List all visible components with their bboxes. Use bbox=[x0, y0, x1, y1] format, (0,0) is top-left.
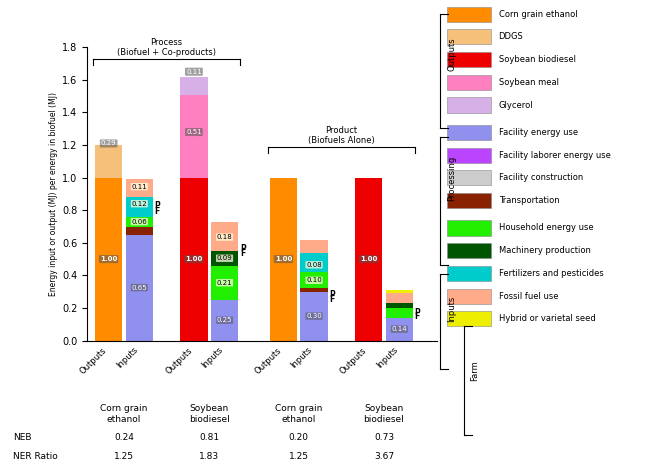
Bar bbox=[211, 251, 238, 266]
Text: Facility construction: Facility construction bbox=[499, 173, 583, 183]
Bar bbox=[300, 253, 328, 272]
Text: Soybean biodiesel: Soybean biodiesel bbox=[499, 55, 576, 64]
Bar bbox=[126, 235, 153, 341]
Text: P: P bbox=[415, 307, 421, 316]
Text: 1.83: 1.83 bbox=[199, 452, 219, 461]
Text: P: P bbox=[329, 289, 335, 298]
Bar bbox=[386, 293, 413, 303]
Bar bbox=[126, 217, 153, 227]
Bar bbox=[300, 239, 328, 253]
Text: Soybean
biodiesel: Soybean biodiesel bbox=[189, 404, 230, 424]
Text: Facility laborer energy use: Facility laborer energy use bbox=[499, 150, 610, 160]
Text: Soybean meal: Soybean meal bbox=[499, 78, 558, 87]
Bar bbox=[386, 318, 413, 341]
Text: NEB: NEB bbox=[13, 433, 32, 442]
Text: 0.12: 0.12 bbox=[132, 201, 147, 207]
Text: Process
(Biofuel + Co-products): Process (Biofuel + Co-products) bbox=[117, 38, 216, 57]
Bar bbox=[211, 300, 238, 341]
Text: 1.00: 1.00 bbox=[275, 256, 292, 262]
Text: F: F bbox=[155, 207, 160, 216]
Text: 0.24: 0.24 bbox=[114, 433, 134, 442]
Bar bbox=[355, 178, 382, 341]
Text: 3.67: 3.67 bbox=[374, 452, 394, 461]
Text: Corn grain
ethanol: Corn grain ethanol bbox=[100, 404, 148, 424]
Text: 1.00: 1.00 bbox=[360, 256, 377, 262]
Text: 0.51: 0.51 bbox=[186, 129, 202, 135]
Bar bbox=[180, 178, 208, 341]
Text: Corn grain
ethanol: Corn grain ethanol bbox=[275, 404, 323, 424]
Bar bbox=[126, 197, 153, 217]
Text: Corn grain ethanol: Corn grain ethanol bbox=[499, 9, 577, 19]
Y-axis label: Energy input or output (MJ) per energy in biofuel (MJ): Energy input or output (MJ) per energy i… bbox=[49, 92, 58, 296]
Text: Inputs: Inputs bbox=[447, 296, 456, 322]
Text: 0.18: 0.18 bbox=[216, 234, 233, 240]
Text: 1.00: 1.00 bbox=[185, 256, 202, 262]
Text: 0.73: 0.73 bbox=[374, 433, 394, 442]
Text: Household energy use: Household energy use bbox=[499, 223, 593, 233]
Bar bbox=[211, 222, 238, 251]
Bar bbox=[269, 178, 297, 341]
Bar bbox=[386, 308, 413, 318]
Text: Farm: Farm bbox=[470, 360, 480, 381]
Text: 0.11: 0.11 bbox=[132, 184, 147, 190]
Text: Fossil fuel use: Fossil fuel use bbox=[499, 291, 558, 301]
Text: 0.30: 0.30 bbox=[306, 313, 322, 319]
Text: P: P bbox=[155, 201, 161, 210]
Text: Machinery production: Machinery production bbox=[499, 246, 591, 255]
Text: Hybrid or varietal seed: Hybrid or varietal seed bbox=[499, 314, 595, 324]
Text: Facility energy use: Facility energy use bbox=[499, 128, 578, 137]
Text: Soybean
biodiesel: Soybean biodiesel bbox=[364, 404, 405, 424]
Bar bbox=[95, 145, 122, 178]
Bar bbox=[300, 289, 328, 292]
Text: F: F bbox=[240, 249, 245, 258]
Text: 0.06: 0.06 bbox=[132, 219, 147, 225]
Text: Fertilizers and pesticides: Fertilizers and pesticides bbox=[499, 269, 603, 278]
Text: P: P bbox=[240, 244, 246, 253]
Text: F: F bbox=[329, 295, 335, 304]
Bar bbox=[126, 227, 153, 235]
Text: 0.65: 0.65 bbox=[132, 285, 147, 290]
Text: Glycerol: Glycerol bbox=[499, 100, 534, 110]
Text: 0.08: 0.08 bbox=[306, 262, 322, 268]
Bar bbox=[180, 77, 208, 95]
Text: 0.81: 0.81 bbox=[199, 433, 219, 442]
Text: 0.10: 0.10 bbox=[306, 277, 322, 283]
Text: 0.25: 0.25 bbox=[217, 317, 233, 323]
Text: Transportation: Transportation bbox=[499, 196, 559, 205]
Text: 0.21: 0.21 bbox=[217, 280, 233, 286]
Text: 0.29: 0.29 bbox=[101, 140, 116, 147]
Text: F: F bbox=[415, 313, 420, 322]
Bar bbox=[95, 178, 122, 341]
Text: 0.09: 0.09 bbox=[216, 255, 233, 261]
Bar bbox=[211, 266, 238, 300]
Text: 0.20: 0.20 bbox=[289, 433, 308, 442]
Bar bbox=[300, 272, 328, 289]
Text: 1.00: 1.00 bbox=[100, 256, 118, 262]
Bar bbox=[126, 179, 153, 197]
Text: 0.14: 0.14 bbox=[392, 326, 407, 332]
Text: 1.25: 1.25 bbox=[114, 452, 134, 461]
Text: 1.25: 1.25 bbox=[289, 452, 308, 461]
Bar bbox=[386, 290, 413, 293]
Text: Processing: Processing bbox=[447, 156, 456, 201]
Text: Product
(Biofuels Alone): Product (Biofuels Alone) bbox=[308, 126, 375, 145]
Bar bbox=[386, 303, 413, 308]
Text: Outputs: Outputs bbox=[447, 37, 456, 71]
Text: DDGS: DDGS bbox=[499, 32, 523, 42]
Bar bbox=[180, 95, 208, 178]
Text: NER Ratio: NER Ratio bbox=[13, 452, 58, 461]
Bar bbox=[300, 292, 328, 341]
Text: 0.11: 0.11 bbox=[186, 69, 202, 75]
